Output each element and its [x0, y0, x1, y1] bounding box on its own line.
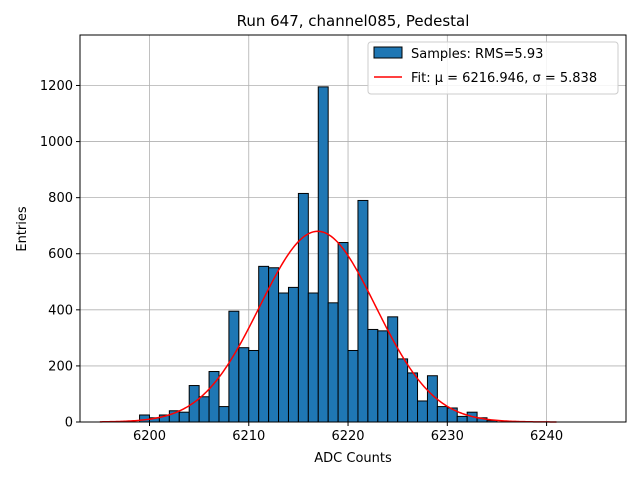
histogram-bar — [268, 267, 280, 423]
histogram-bar — [436, 406, 448, 423]
legend-box — [367, 41, 619, 95]
histogram-bar — [139, 414, 150, 423]
histogram-bar — [307, 292, 319, 423]
histogram-bar — [377, 330, 389, 423]
histogram-bar — [238, 347, 250, 423]
histogram-bar — [347, 349, 359, 423]
histogram-bar — [456, 415, 468, 423]
histogram-bar — [297, 192, 309, 423]
y-tick-label: 0 — [65, 416, 73, 431]
x-tick-label: 6200 — [133, 429, 166, 444]
histogram-bar — [367, 328, 379, 423]
histogram-bar — [337, 242, 349, 423]
histogram-bar — [178, 411, 190, 423]
histogram-bar — [198, 396, 210, 423]
axis-ticks: 6200 6210 6220 6230 6240 0 200 400 600 800 1000 120… — [40, 79, 563, 444]
x-axis-label: ADC Counts — [314, 451, 392, 466]
histogram-bar — [228, 310, 240, 423]
fit-curve — [99, 230, 557, 423]
y-tick-label: 600 — [48, 247, 73, 262]
histogram-bar — [218, 406, 230, 423]
chart-title: Run 647, channel085, Pedestal — [237, 12, 470, 30]
y-tick-label: 400 — [48, 303, 73, 318]
histogram-bar — [248, 349, 260, 423]
legend-histogram-swatch — [373, 46, 403, 59]
y-axis-label: Entries — [15, 206, 30, 252]
legend-fit-label: Fit: μ = 6216.946, σ = 5.838 — [411, 71, 597, 86]
y-tick-label: 200 — [48, 359, 73, 374]
histogram-bars — [139, 86, 498, 423]
histogram-bar — [327, 302, 339, 423]
legend: Samples: RMS=5.93 Fit: μ = 6216.946, σ =… — [367, 41, 619, 95]
x-tick-label: 6220 — [331, 429, 364, 444]
histogram-bar — [417, 400, 428, 423]
plot-frame — [79, 34, 627, 423]
y-tick-label: 1000 — [40, 135, 73, 150]
histogram-bar — [278, 292, 289, 423]
histogram-bar — [287, 286, 299, 423]
x-tick-label: 6240 — [530, 429, 563, 444]
x-tick-label: 6230 — [431, 429, 464, 444]
histogram-bar — [357, 199, 369, 423]
histogram-bar — [407, 372, 419, 423]
legend-histogram-label: Samples: RMS=5.93 — [411, 47, 543, 62]
histogram-bar — [188, 385, 200, 423]
x-tick-label: 6210 — [232, 429, 265, 444]
y-tick-label: 800 — [48, 191, 73, 206]
histogram-bar — [397, 358, 409, 423]
histogram-bar — [317, 86, 329, 423]
histogram-bar — [258, 265, 270, 423]
y-tick-label: 1200 — [40, 79, 73, 94]
